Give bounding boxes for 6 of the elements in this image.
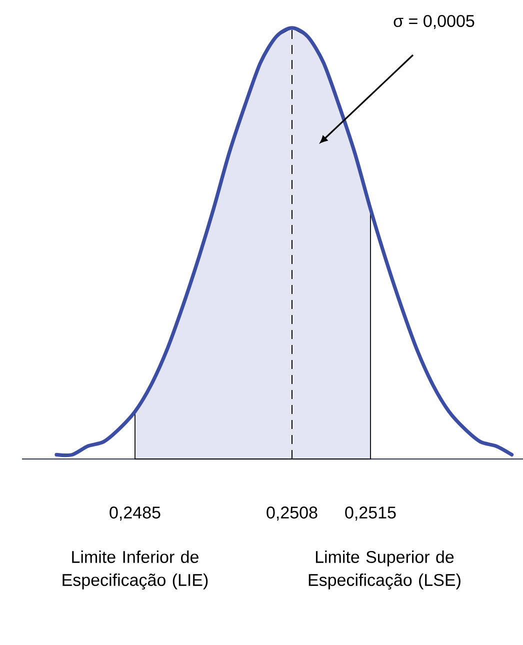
x-tick-label: 0,2515 <box>344 506 396 521</box>
x-tick-label: 0,2508 <box>266 506 318 521</box>
annotation: σ = 0,0005 <box>394 14 474 30</box>
text: Limite Inferior de Especificação (LIE) <box>62 550 208 590</box>
x-tick-label: 0,2485 <box>109 506 160 521</box>
text: Limite Superior de Especificação (LSE) <box>308 550 460 590</box>
